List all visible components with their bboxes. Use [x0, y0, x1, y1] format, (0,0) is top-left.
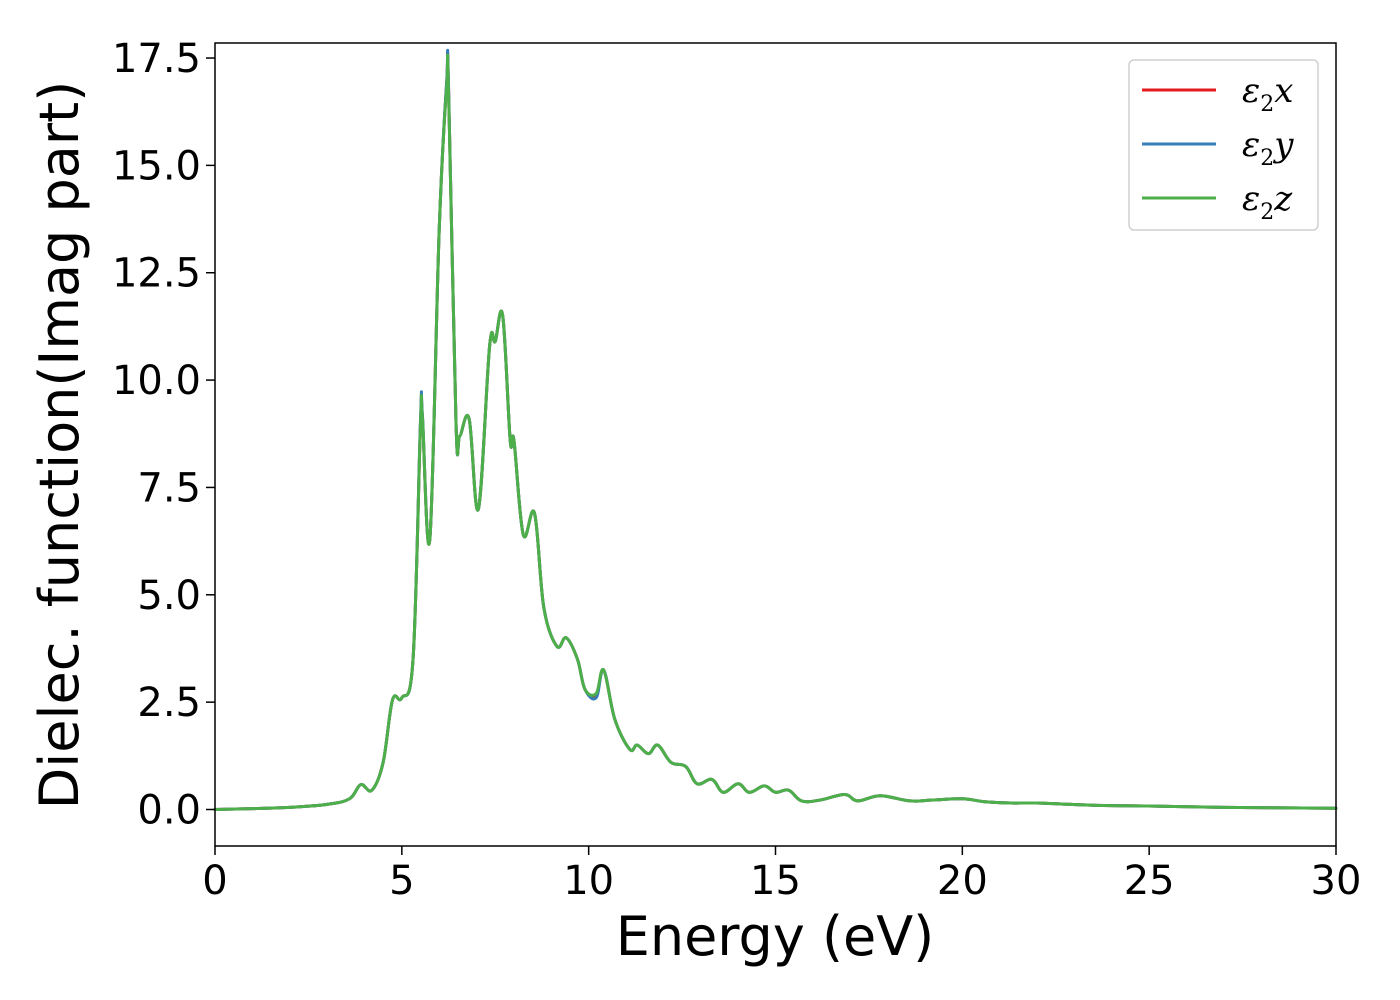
legend-subscript: 2 — [1260, 146, 1274, 171]
x-tick-label: 5 — [389, 858, 414, 904]
x-tick-label: 0 — [202, 858, 227, 904]
x-tick-label: 30 — [1311, 858, 1362, 904]
legend-axis: z — [1273, 179, 1293, 219]
legend-symbol: ε — [1242, 125, 1260, 165]
y-axis: 0.0 2.5 5.0 7.5 10.0 12.5 15.0 17.5 — [112, 36, 215, 834]
series-line-3 — [213, 53, 1338, 811]
plot-area — [213, 48, 1338, 811]
legend-box — [1128, 59, 1319, 231]
legend-symbol: ε — [1242, 71, 1260, 111]
y-tick-label: 17.5 — [112, 36, 201, 82]
legend-subscript: 2 — [1260, 92, 1274, 117]
y-tick-label: 7.5 — [137, 465, 201, 511]
legend-axis: x — [1274, 71, 1293, 111]
y-tick-label: 10.0 — [112, 358, 201, 404]
y-tick-label: 5.0 — [137, 573, 201, 619]
legend-subscript: 2 — [1260, 200, 1274, 225]
y-tick-label: 15.0 — [112, 143, 201, 189]
x-axis-label: Energy (eV) — [616, 905, 935, 968]
legend-entry: ε2y — [1242, 125, 1294, 171]
y-tick-label: 12.5 — [112, 251, 201, 297]
legend-axis: y — [1272, 125, 1294, 165]
y-axis-label: Dielec. function(Imag part) — [28, 81, 91, 810]
x-tick-label: 25 — [1124, 858, 1175, 904]
x-tick-label: 20 — [937, 858, 988, 904]
legend-entry: ε2x — [1242, 71, 1293, 117]
legend-entry: ε2z — [1242, 179, 1293, 225]
x-tick-label: 10 — [563, 858, 614, 904]
y-tick-label: 2.5 — [137, 680, 201, 726]
legend-symbol: ε — [1242, 179, 1260, 219]
x-tick-label: 15 — [750, 858, 801, 904]
x-axis: 0 5 10 15 20 25 30 — [202, 846, 1361, 904]
y-tick-label: 0.0 — [137, 788, 201, 834]
